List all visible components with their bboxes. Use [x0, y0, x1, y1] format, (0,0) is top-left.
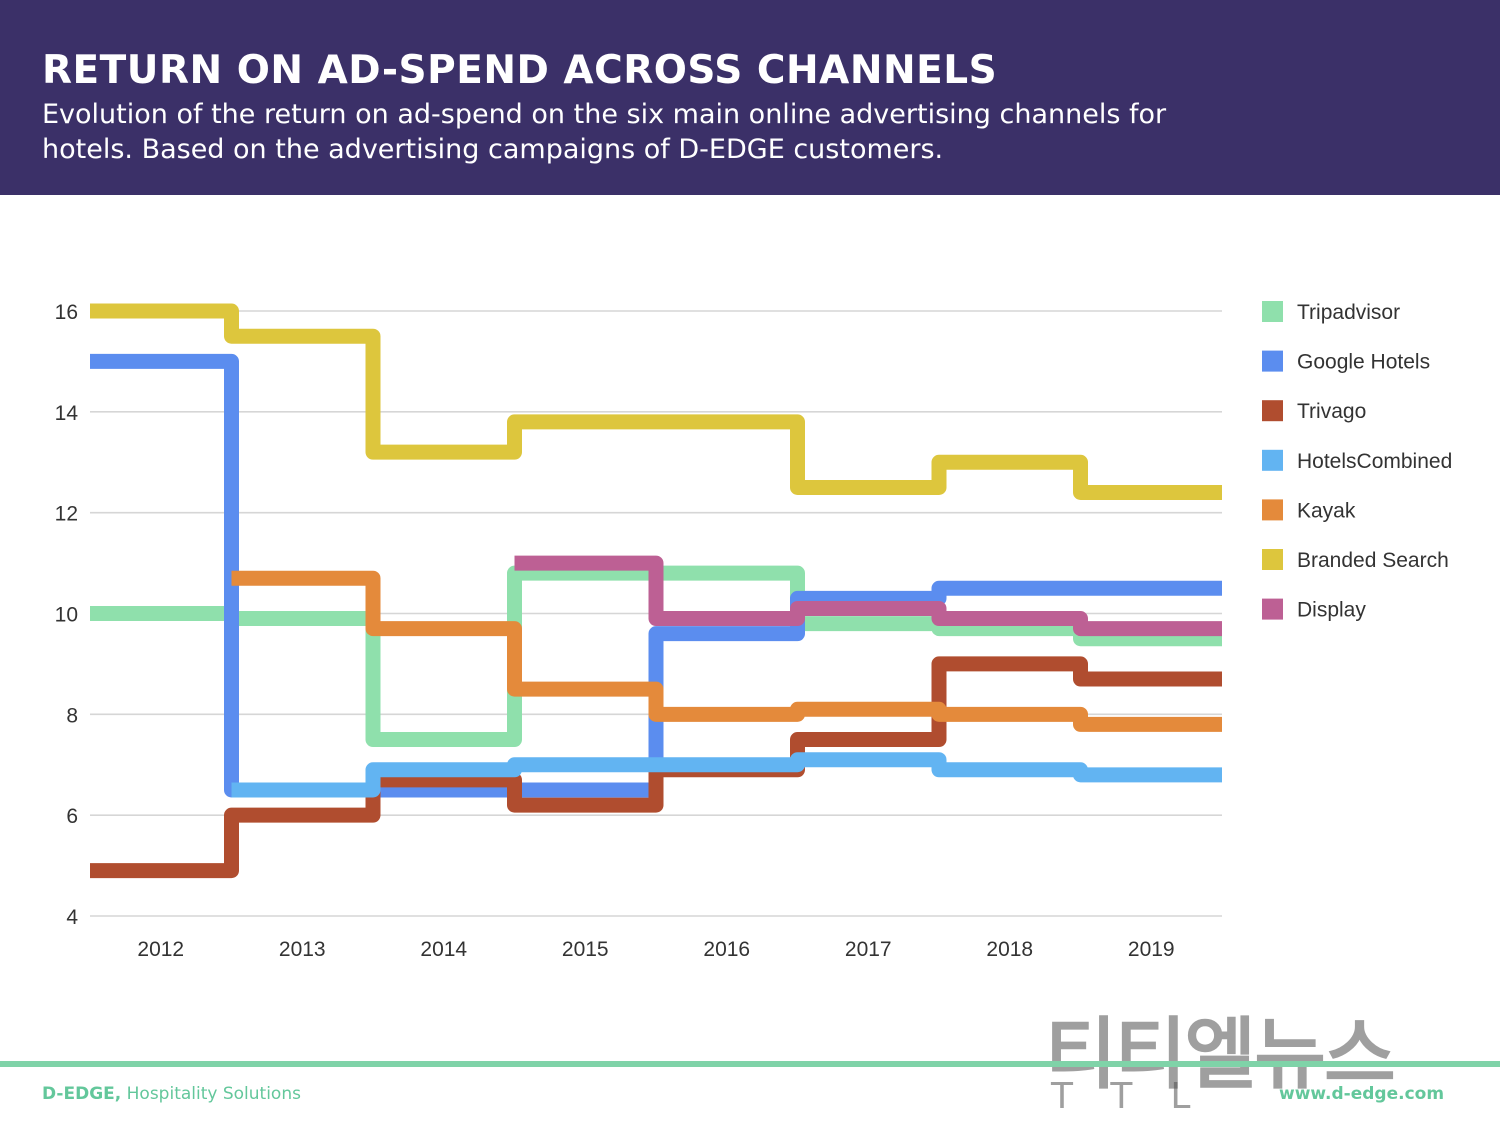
x-tick-label: 2015 — [562, 938, 609, 961]
x-tick-label: 2017 — [845, 938, 892, 961]
chart-subtitle: Evolution of the return on ad-spend on t… — [42, 99, 1167, 165]
chart-legend: Tripadvisor Google Hotels Trivago HotelsCom… — [1262, 301, 1452, 622]
legend-label: Trivago — [1297, 400, 1366, 423]
legend-swatch — [1262, 499, 1283, 521]
footer-brand: D-EDGE, Hospitality Solutions — [42, 1084, 301, 1104]
series-lines — [90, 303, 1222, 879]
series-line-trivago — [90, 656, 1222, 879]
y-tick-label: 12 — [55, 503, 78, 526]
y-tick-label: 8 — [66, 704, 78, 727]
legend-swatch — [1262, 350, 1283, 372]
footer-brand-name: D-EDGE, — [42, 1084, 122, 1104]
series-line-google-hotels — [90, 353, 1222, 798]
footer-divider — [0, 1061, 1500, 1067]
y-tick-label: 10 — [55, 604, 78, 627]
legend-swatch — [1262, 400, 1283, 422]
series-line-display — [514, 555, 1222, 637]
x-tick-label: 2018 — [986, 938, 1033, 961]
legend-swatch — [1262, 301, 1283, 322]
x-tick-label: 2013 — [279, 938, 326, 961]
x-axis-labels: 2012 2013 2014 2015 2016 2017 2018 2019 — [137, 938, 1174, 961]
footer-url-link[interactable]: www.d-edge.com — [1279, 1084, 1445, 1104]
legend-label: Kayak — [1297, 499, 1356, 522]
x-tick-label: 2014 — [420, 938, 467, 961]
ttl-news-watermark: 티티엘뉴스 TTL — [1045, 992, 1405, 1122]
footer-tagline: Hospitality Solutions — [126, 1084, 301, 1104]
x-tick-label: 2019 — [1128, 938, 1175, 961]
watermark-latin-text: TTL — [1051, 1076, 1229, 1117]
legend-label: Tripadvisor — [1297, 301, 1400, 324]
legend-swatch — [1262, 598, 1283, 620]
x-tick-label: 2012 — [137, 938, 184, 961]
chart-title: RETURN ON AD-SPEND ACROSS CHANNELS — [42, 48, 998, 93]
y-tick-label: 16 — [55, 301, 78, 324]
legend-label: Display — [1297, 599, 1366, 622]
legend-swatch — [1262, 549, 1283, 570]
series-line-branded-search — [90, 303, 1222, 500]
y-tick-label: 4 — [66, 906, 78, 929]
header-banner: RETURN ON AD-SPEND ACROSS CHANNELS Evolu… — [0, 0, 1500, 195]
legend-swatch — [1262, 449, 1283, 471]
x-tick-label: 2016 — [703, 938, 750, 961]
series-line-hotelscombined — [231, 752, 1222, 798]
y-tick-label: 14 — [55, 402, 79, 425]
legend-label: Branded Search — [1297, 549, 1449, 572]
series-line-kayak — [231, 570, 1222, 732]
y-tick-label: 6 — [66, 805, 78, 828]
legend-label: HotelsCombined — [1297, 450, 1452, 473]
legend-label: Google Hotels — [1297, 351, 1430, 374]
watermark-korean-text: 티티엘뉴스 — [1045, 1010, 1396, 1100]
